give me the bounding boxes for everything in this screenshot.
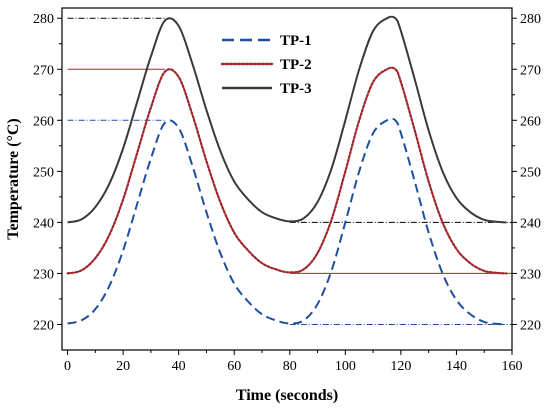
- plot-border: [61, 7, 513, 351]
- x-axis-title: Time (seconds): [236, 387, 338, 404]
- y-right-tick-label-270: 270: [520, 63, 541, 78]
- x-tick-label-40: 40: [172, 359, 186, 374]
- legend-label-tp-1: TP-1: [280, 33, 312, 49]
- axis-ticks: 0 20 40 60 80 100 120 140 160 220 220 230 230 240 240 2…: [33, 12, 541, 374]
- legend: TP-1 TP-2 TP-3: [220, 33, 312, 97]
- x-tick-label-140: 140: [446, 359, 467, 374]
- y-right-tick-label-280: 280: [520, 12, 541, 27]
- x-tick-label-60: 60: [227, 359, 241, 374]
- series-line-tp-2: [66, 66, 508, 275]
- x-tick-label-80: 80: [283, 359, 297, 374]
- y-left-tick-label-220: 220: [33, 318, 54, 333]
- y-right-tick-label-230: 230: [520, 267, 541, 282]
- x-tick-label-0: 0: [64, 359, 71, 374]
- y-right-tick-label-240: 240: [520, 216, 541, 231]
- y-left-tick-label-270: 270: [33, 63, 54, 78]
- y-left-tick-label-250: 250: [33, 165, 54, 180]
- legend-label-tp-3: TP-3: [280, 81, 312, 97]
- y-left-tick-label-280: 280: [33, 12, 54, 27]
- y-right-tick-label-220: 220: [520, 318, 541, 333]
- y-right-tick-label-250: 250: [520, 165, 541, 180]
- x-tick-label-100: 100: [335, 359, 356, 374]
- y-left-tick-label-230: 230: [33, 267, 54, 282]
- y-left-tick-label-260: 260: [33, 114, 54, 129]
- plot-frame: [61, 7, 513, 351]
- x-tick-label-120: 120: [390, 359, 411, 374]
- series-line-tp-3: [67, 15, 507, 224]
- reference-lines: [67, 17, 512, 325]
- series-layer: [66, 15, 508, 326]
- series-line-tp-1: [67, 117, 507, 326]
- y-left-tick-label-240: 240: [33, 216, 54, 231]
- y-axis-title: Temperature (°C): [5, 118, 22, 239]
- x-tick-label-20: 20: [116, 359, 130, 374]
- legend-label-tp-2: TP-2: [280, 57, 312, 73]
- x-tick-label-160: 160: [502, 359, 523, 374]
- y-right-tick-label-260: 260: [520, 114, 541, 129]
